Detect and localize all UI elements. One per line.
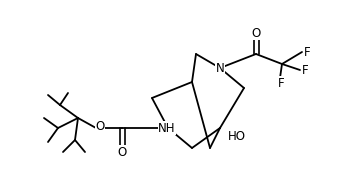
Text: NH: NH	[158, 122, 176, 134]
Text: O: O	[95, 121, 105, 133]
Text: O: O	[251, 26, 261, 40]
Text: N: N	[216, 62, 224, 74]
Text: HO: HO	[228, 130, 246, 142]
Text: F: F	[304, 45, 310, 58]
Text: O: O	[117, 145, 127, 159]
Text: F: F	[278, 76, 284, 90]
Text: F: F	[302, 64, 308, 76]
